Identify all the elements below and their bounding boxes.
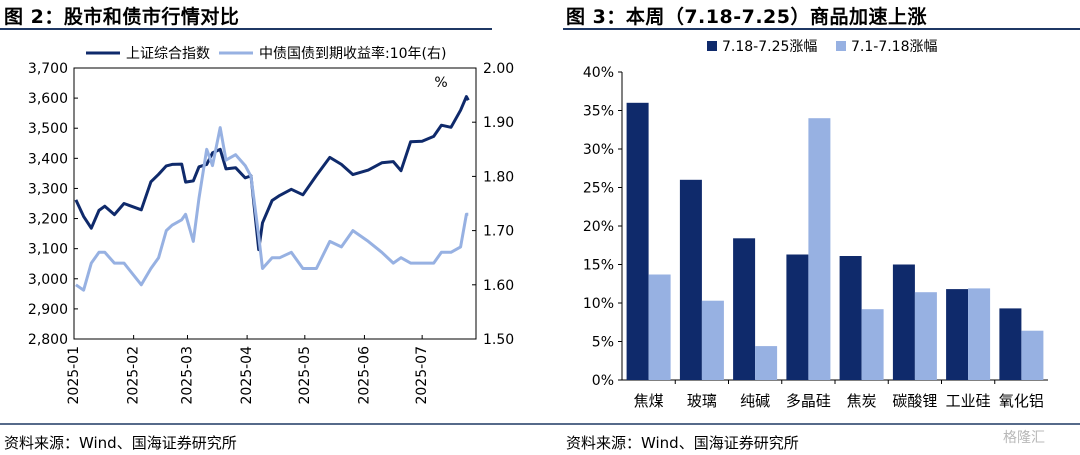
left-title-rule — [0, 28, 492, 30]
bar-legend-swatch — [836, 41, 846, 51]
left-y-tick-label: 3,000 — [28, 272, 68, 288]
bar-category-label: 工业硅 — [946, 392, 991, 410]
left-y-tick-label: 3,100 — [28, 242, 68, 258]
right-y-tick-label: 1.70 — [483, 224, 514, 240]
left-y-tick-label: 3,600 — [28, 91, 68, 107]
right-y-tick-label: 2.00 — [483, 61, 514, 77]
bar-this-week — [786, 254, 809, 380]
bar-this-week — [892, 264, 915, 380]
bar-this-week — [839, 256, 862, 380]
bar-y-tick-label: 40% — [583, 65, 614, 81]
right-title-rule — [563, 28, 1080, 30]
legend-label: 中债国债到期收益率:10年(右) — [259, 45, 446, 62]
bar-prior-period — [968, 288, 991, 380]
bar-prior-period — [701, 300, 724, 380]
bar-this-week — [733, 238, 756, 380]
right-y-tick-label: 1.60 — [483, 278, 514, 294]
x-tick-label: 2025-01 — [66, 346, 82, 405]
bar-y-tick-label: 30% — [583, 142, 614, 158]
bar-category-label: 氧化铝 — [999, 392, 1044, 410]
right-bar-chart: 0% 5% 10% 15% 20% 25% 30% 35% 40% 焦煤 玻璃 纯碱 多晶硅 焦炭 碳酸锂工… — [583, 39, 1048, 410]
left-y-tick-label: 3,500 — [28, 121, 68, 137]
left-y-tick-label: 3,400 — [28, 151, 68, 167]
x-tick-label: 2025-05 — [297, 346, 313, 405]
right-y-tick-label: 1.90 — [483, 115, 514, 131]
bar-prior-period — [914, 292, 937, 380]
bar-category-label: 焦炭 — [847, 392, 877, 410]
x-tick-label: 2025-04 — [239, 346, 255, 405]
left-source-note: 资料来源：Wind、国海证券研究所 — [4, 434, 237, 452]
right-source-note: 资料来源：Wind、国海证券研究所 — [566, 434, 799, 452]
bar-y-tick-label: 0% — [592, 373, 614, 389]
bar-category-label: 多晶硅 — [786, 392, 831, 410]
legend-label: 上证综合指数 — [126, 46, 210, 62]
left-y-tick-label: 2,800 — [28, 332, 68, 348]
left-chart-title: 图 2：股市和债市行情对比 — [4, 6, 240, 28]
bar-prior-period — [755, 346, 778, 380]
bar-this-week — [626, 102, 649, 381]
bar-this-week — [679, 179, 702, 380]
left-line-chart: 2,800 2,900 3,000 3,100 3,200 3,300 3,400 3,500… — [28, 45, 514, 405]
x-tick-label: 2025-03 — [179, 346, 195, 405]
right-y-tick-label: 1.50 — [483, 332, 514, 348]
right-chart-title: 图 3：本周（7.18-7.25）商品加速上涨 — [566, 6, 927, 28]
bar-category-label: 碳酸锂 — [892, 392, 937, 410]
left-y-tick-label: 3,700 — [28, 61, 68, 77]
bar-legend-label: 7.1-7.18涨幅 — [851, 39, 938, 55]
x-tick-label: 2025-07 — [414, 346, 430, 405]
bar-prior-period — [861, 309, 884, 380]
index-series-line — [74, 95, 470, 252]
yield-series-line — [75, 126, 469, 292]
right-y-tick-label: 1.80 — [483, 169, 514, 185]
left-y-tick-label: 2,900 — [28, 302, 68, 318]
x-tick-label: 2025-06 — [356, 346, 372, 405]
left-plot-frame — [73, 67, 477, 340]
left-y-tick-label: 3,200 — [28, 212, 68, 228]
bar-legend-label: 7.18-7.25涨幅 — [722, 39, 817, 55]
bar-this-week — [946, 289, 969, 380]
bar-y-tick-label: 20% — [583, 219, 614, 235]
bar-y-tick-label: 25% — [583, 181, 614, 197]
bar-prior-period — [808, 118, 831, 380]
bar-prior-period — [648, 274, 671, 380]
right-y-unit-label: % — [434, 75, 447, 91]
watermark-logo: 格隆汇 — [1003, 430, 1045, 446]
bar-this-week — [999, 308, 1022, 380]
bar-legend-swatch — [707, 41, 717, 51]
left-y-tick-label: 3,300 — [28, 181, 68, 197]
bar-category-label: 玻璃 — [687, 392, 717, 410]
bar-prior-period — [1021, 330, 1044, 380]
x-tick-label: 2025-02 — [126, 346, 142, 405]
bar-y-tick-label: 15% — [583, 258, 614, 274]
bar-y-tick-label: 10% — [583, 296, 614, 312]
bar-category-label: 纯碱 — [740, 392, 770, 410]
bar-y-tick-label: 5% — [592, 335, 614, 351]
bar-category-label: 焦煤 — [634, 392, 664, 410]
bar-y-tick-label: 35% — [583, 104, 614, 120]
